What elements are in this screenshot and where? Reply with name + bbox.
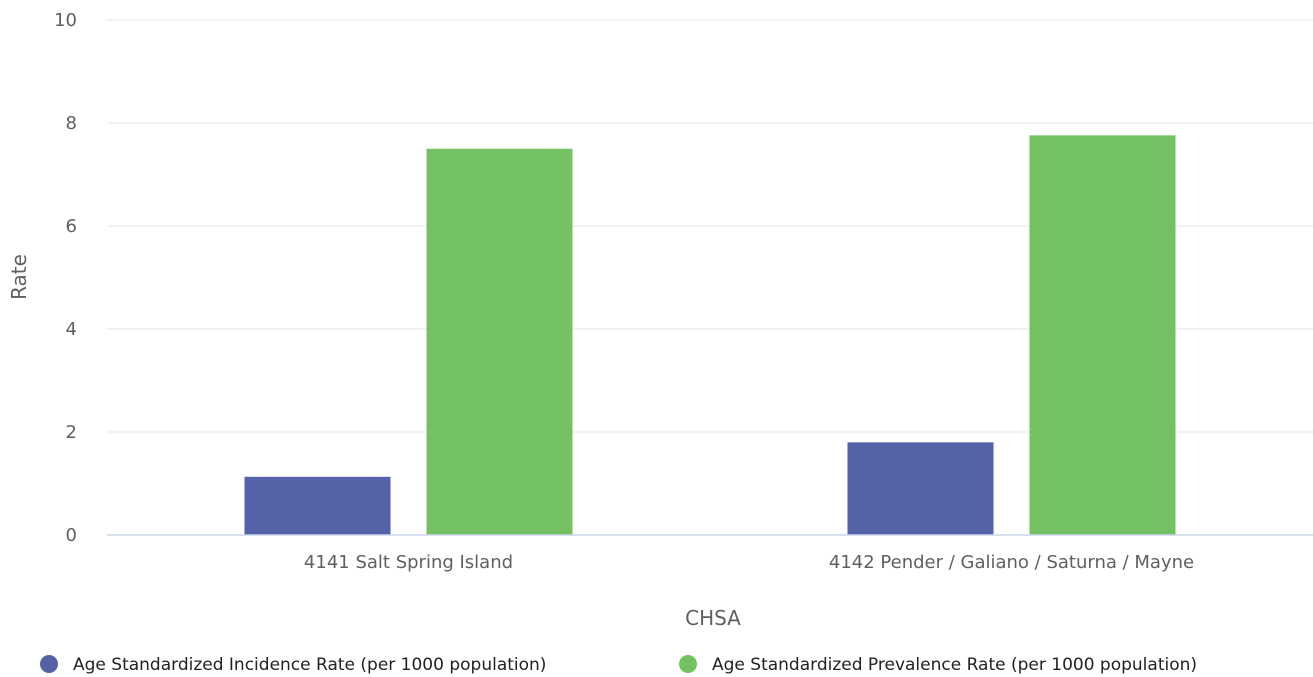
x-tick-label: 4141 Salt Spring Island <box>304 552 513 573</box>
y-axis-ticks: 0 2 4 6 8 10 <box>54 10 77 546</box>
legend-marker-1 <box>40 655 58 673</box>
x-axis-title: CHSA <box>685 606 741 630</box>
x-tick-label: 4142 Pender / Galiano / Saturna / Mayne <box>829 552 1194 573</box>
y-tick-label: 8 <box>66 113 77 134</box>
legend: Age Standardized Incidence Rate (per 100… <box>40 655 1197 675</box>
legend-item-label[interactable]: Age Standardized Incidence Rate (per 100… <box>73 655 546 675</box>
y-axis-title: Rate <box>7 254 31 300</box>
bar-incidence-1[interactable] <box>244 476 391 535</box>
y-tick-label: 10 <box>54 10 77 31</box>
legend-marker-2 <box>679 655 697 673</box>
bars <box>244 135 1176 536</box>
bar-prevalence-2[interactable] <box>1029 135 1176 536</box>
x-axis-ticks: 4141 Salt Spring Island 4142 Pender / Gal… <box>304 552 1194 573</box>
bar-prevalence-1[interactable] <box>426 148 573 535</box>
y-tick-label: 0 <box>66 525 77 546</box>
y-tick-label: 4 <box>66 319 77 340</box>
y-tick-label: 6 <box>66 216 77 237</box>
legend-item-label[interactable]: Age Standardized Prevalence Rate (per 10… <box>712 655 1197 675</box>
y-tick-label: 2 <box>66 422 77 443</box>
bar-incidence-2[interactable] <box>847 442 994 535</box>
